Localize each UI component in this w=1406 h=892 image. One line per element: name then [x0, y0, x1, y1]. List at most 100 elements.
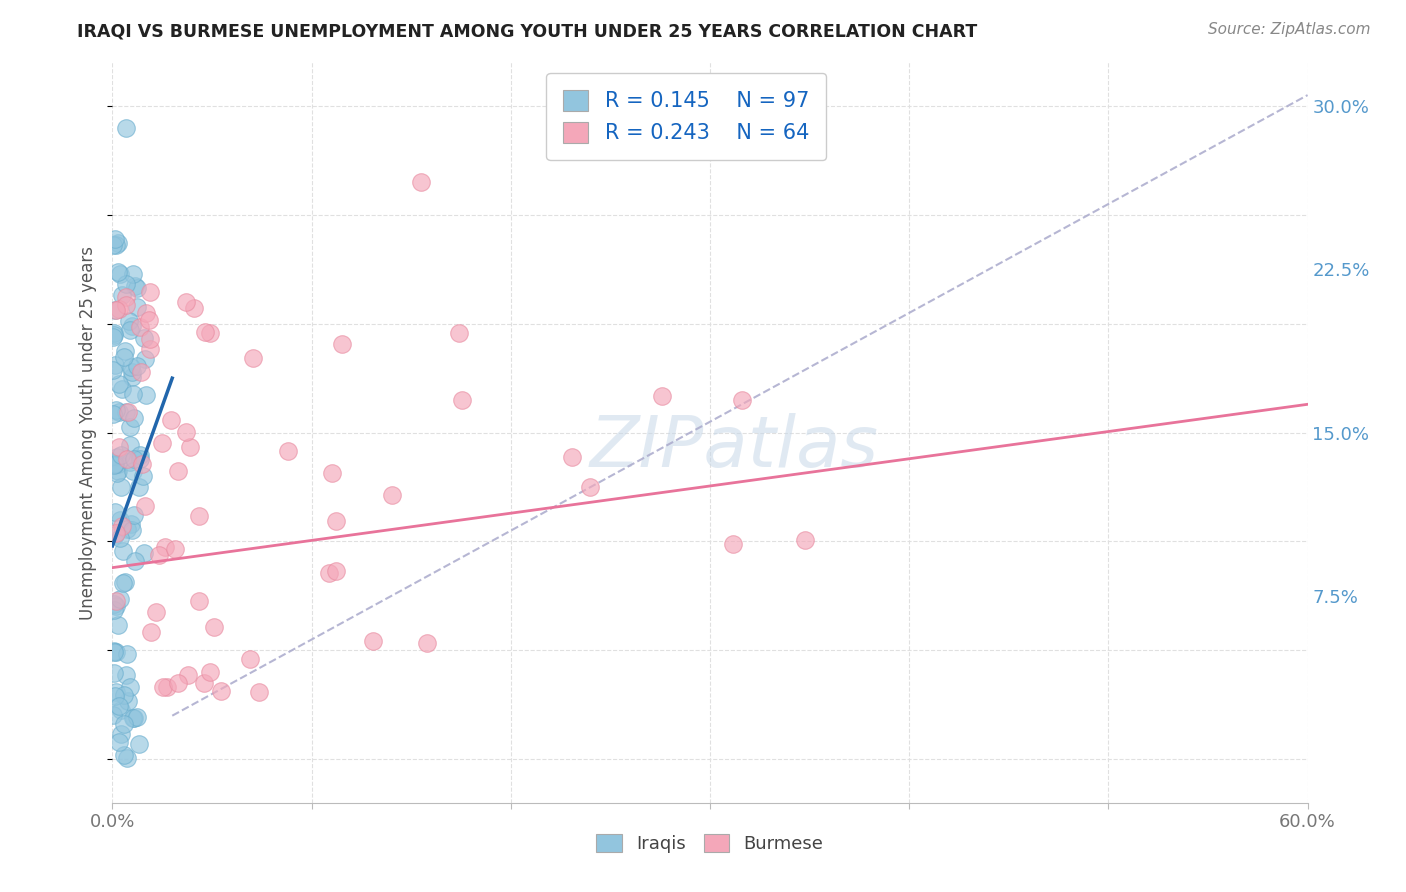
Point	[134, 546, 156, 560]
Point	[721, 536, 744, 550]
Point	[121, 516, 143, 531]
Point	[155, 680, 177, 694]
Point	[121, 365, 143, 379]
Point	[108, 302, 131, 317]
Point	[188, 509, 211, 524]
Point	[108, 531, 131, 545]
Point	[104, 403, 127, 417]
Point	[131, 365, 153, 379]
Point	[110, 448, 132, 462]
Point	[103, 330, 125, 344]
Point	[125, 709, 148, 723]
Point	[104, 359, 127, 373]
Y-axis label: Unemployment Among Youth under 25 years: Unemployment Among Youth under 25 years	[79, 245, 97, 620]
Point	[118, 313, 141, 327]
Point	[104, 528, 127, 542]
Point	[103, 458, 125, 473]
Point	[139, 625, 162, 640]
Point	[112, 689, 135, 703]
Point	[121, 464, 143, 478]
Point	[114, 575, 136, 590]
Point	[117, 405, 139, 419]
Point	[104, 505, 127, 519]
Point	[194, 325, 217, 339]
Point	[325, 514, 347, 528]
Point	[114, 405, 136, 419]
Point	[134, 500, 156, 514]
Point	[104, 599, 127, 614]
Point	[132, 468, 155, 483]
Point	[104, 303, 127, 318]
Point	[128, 480, 150, 494]
Point	[118, 438, 141, 452]
Point	[134, 352, 156, 367]
Point	[179, 440, 201, 454]
Point	[115, 298, 138, 312]
Point	[135, 306, 157, 320]
Point	[120, 455, 142, 469]
Point	[112, 717, 135, 731]
Point	[198, 665, 221, 680]
Point	[187, 593, 209, 607]
Point	[103, 602, 125, 616]
Point	[111, 518, 134, 533]
Point	[104, 457, 127, 471]
Point	[103, 644, 125, 658]
Point	[129, 319, 152, 334]
Point	[107, 458, 129, 472]
Point	[107, 377, 129, 392]
Point	[120, 680, 142, 694]
Point	[104, 685, 127, 699]
Point	[111, 576, 134, 591]
Point	[148, 548, 170, 562]
Point	[104, 232, 127, 246]
Point	[121, 318, 143, 333]
Point	[127, 300, 149, 314]
Point	[134, 330, 156, 344]
Point	[115, 522, 138, 536]
Point	[114, 277, 136, 291]
Point	[128, 448, 150, 462]
Point	[332, 337, 354, 351]
Point	[247, 685, 270, 699]
Point	[115, 668, 138, 682]
Point	[321, 466, 343, 480]
Point	[209, 683, 232, 698]
Point	[127, 359, 149, 374]
Point	[138, 313, 160, 327]
Point	[103, 597, 125, 611]
Point	[103, 238, 125, 252]
Point	[139, 343, 162, 357]
Point	[139, 332, 162, 346]
Point	[129, 452, 152, 467]
Point	[145, 605, 167, 619]
Point	[107, 265, 129, 279]
Point	[103, 363, 125, 377]
Point	[111, 288, 134, 302]
Point	[112, 748, 135, 763]
Point	[105, 450, 128, 464]
Point	[115, 647, 138, 661]
Legend: Iraqis, Burmese: Iraqis, Burmese	[589, 827, 831, 861]
Point	[277, 443, 299, 458]
Point	[127, 281, 149, 295]
Point	[120, 323, 142, 337]
Point	[152, 680, 174, 694]
Point	[325, 564, 347, 578]
Point	[103, 644, 125, 658]
Point	[121, 370, 143, 384]
Point	[111, 382, 134, 396]
Point	[107, 235, 129, 250]
Point	[579, 480, 602, 494]
Point	[124, 279, 146, 293]
Point	[176, 425, 198, 440]
Point	[150, 435, 173, 450]
Point	[166, 676, 188, 690]
Point	[104, 689, 127, 703]
Point	[107, 617, 129, 632]
Point	[103, 328, 125, 343]
Point	[103, 326, 125, 341]
Point	[561, 450, 583, 465]
Text: Source: ZipAtlas.com: Source: ZipAtlas.com	[1208, 22, 1371, 37]
Point	[731, 392, 754, 407]
